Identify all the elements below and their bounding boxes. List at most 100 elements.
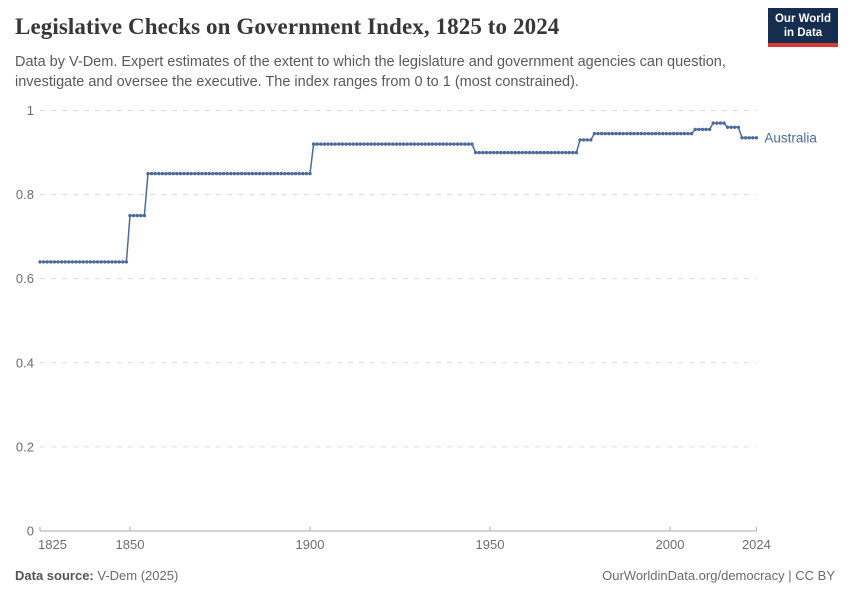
data-point xyxy=(275,171,280,176)
data-point xyxy=(707,127,712,132)
y-axis-tick-label: 0.8 xyxy=(16,187,34,202)
y-axis-tick-label: 0.4 xyxy=(16,355,34,370)
data-point xyxy=(679,131,683,136)
data-point xyxy=(301,171,305,176)
data-point xyxy=(743,136,748,140)
data-point xyxy=(441,142,445,146)
data-point xyxy=(513,150,517,155)
data-point xyxy=(484,150,489,155)
data-point xyxy=(167,171,172,176)
data-point xyxy=(297,171,301,176)
data-point xyxy=(290,171,294,176)
data-point xyxy=(700,127,705,132)
owid-logo[interactable]: Our World in Data xyxy=(768,8,838,47)
data-point xyxy=(693,127,697,132)
data-point xyxy=(718,121,723,125)
data-point xyxy=(63,260,67,264)
credit-link[interactable]: OurWorldinData.org/democracy | CC BY xyxy=(602,568,835,583)
data-point xyxy=(427,142,431,146)
data-point xyxy=(319,142,323,146)
data-point xyxy=(250,171,255,176)
data-point xyxy=(203,171,208,176)
data-point xyxy=(614,131,618,136)
x-axis-tick-label: 2024 xyxy=(742,537,771,552)
data-point xyxy=(200,171,204,176)
data-point xyxy=(49,260,53,264)
data-point xyxy=(430,142,435,146)
data-point xyxy=(322,142,327,146)
data-point xyxy=(218,171,222,176)
data-point xyxy=(347,142,352,146)
owid-logo-line2: in Data xyxy=(783,27,823,39)
data-point xyxy=(405,142,409,146)
data-point xyxy=(247,171,251,176)
data-point xyxy=(52,260,57,264)
data-point xyxy=(355,142,359,146)
data-point xyxy=(556,150,561,155)
data-point xyxy=(668,131,672,136)
data-point xyxy=(279,171,283,176)
data-point xyxy=(535,150,539,155)
data-point xyxy=(333,142,337,146)
data-source-label: Data source: xyxy=(15,568,94,583)
data-point xyxy=(95,260,100,264)
data-point xyxy=(193,171,197,176)
data-point xyxy=(351,142,355,146)
data-point xyxy=(682,131,687,136)
chart-plot-area[interactable]: 0 0.2 0.4 0.6 0.8 1 1825 1850 1900 1950 2000 2024 Au… xyxy=(0,100,850,560)
data-point xyxy=(459,142,463,146)
data-point xyxy=(225,171,229,176)
data-point xyxy=(214,171,219,176)
data-point xyxy=(81,260,85,264)
data-point xyxy=(463,142,467,146)
data-point xyxy=(520,150,525,155)
data-point xyxy=(236,171,240,176)
data-point xyxy=(571,150,575,155)
data-point xyxy=(365,142,370,146)
data-point xyxy=(185,171,190,176)
data-point xyxy=(653,131,658,136)
data-point xyxy=(686,131,690,136)
data-point xyxy=(232,171,237,176)
data-point xyxy=(747,136,751,140)
data-point xyxy=(45,260,49,264)
data-point xyxy=(182,171,186,176)
data-point xyxy=(722,121,726,125)
data-point xyxy=(434,142,438,146)
data-source-value: V-Dem (2025) xyxy=(97,568,179,583)
data-point xyxy=(243,171,247,176)
data-point xyxy=(560,150,564,155)
data-point xyxy=(164,171,168,176)
data-point xyxy=(67,260,71,264)
data-point xyxy=(171,171,175,176)
data-point xyxy=(196,171,201,176)
data-point xyxy=(74,260,78,264)
data-point xyxy=(452,142,456,146)
data-point xyxy=(481,150,485,155)
x-axis-tick-label: 1850 xyxy=(116,537,145,552)
data-point xyxy=(603,131,607,136)
data-point xyxy=(286,171,291,176)
data-point xyxy=(92,260,96,264)
x-axis-tick-label: 1900 xyxy=(296,537,325,552)
data-point xyxy=(149,171,154,176)
data-point xyxy=(610,131,615,136)
x-axis-tick-label: 1950 xyxy=(476,537,505,552)
data-point xyxy=(283,171,287,176)
data-point xyxy=(337,142,341,146)
data-point xyxy=(733,125,737,129)
data-point xyxy=(394,142,399,146)
data-point xyxy=(398,142,402,146)
data-point xyxy=(178,171,183,176)
data-point xyxy=(423,142,427,146)
data-point xyxy=(110,260,114,264)
data-point xyxy=(211,171,215,176)
data-point xyxy=(506,150,510,155)
data-point xyxy=(157,171,161,176)
data-point xyxy=(70,260,75,264)
data-point xyxy=(455,142,460,146)
data-point xyxy=(538,150,543,155)
y-axis-tick-label: 0.2 xyxy=(16,439,34,454)
data-point xyxy=(499,150,503,155)
